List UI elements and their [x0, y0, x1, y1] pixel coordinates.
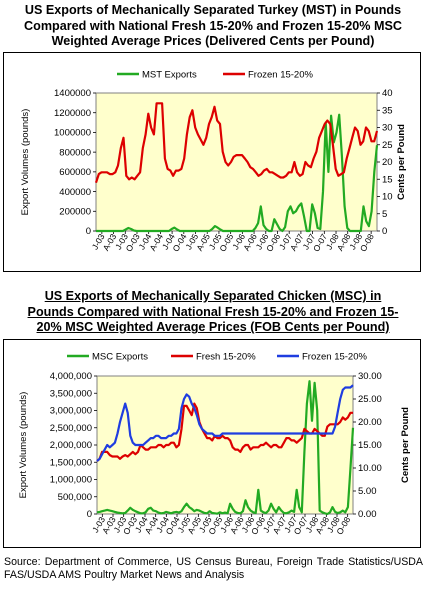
legend-label: MSC Exports	[92, 351, 148, 362]
y2-tick-label: 15.00	[358, 440, 382, 451]
y2-tick-label: 10	[382, 192, 393, 203]
y-tick-label: 1000000	[54, 128, 91, 139]
y2-tick-label: 0.00	[358, 509, 377, 520]
chart1-title-line: Weighted Average Prices (Delivered Cents…	[51, 34, 375, 49]
y-tick-label: 200000	[59, 206, 91, 217]
y-axis-label: Export Volumes (pounds)	[18, 392, 29, 499]
y2-tick-label: 35	[382, 105, 393, 116]
y2-tick-label: 25.00	[358, 394, 382, 405]
y-tick-label: 1200000	[54, 108, 91, 119]
y-tick-label: 800000	[59, 147, 91, 158]
y2-tick-label: 20.00	[358, 417, 382, 428]
series-line	[96, 113, 379, 233]
chart1-title-line: Compared with National Fresh 15-20% and …	[24, 18, 402, 33]
y-tick-label: 3,000,000	[50, 406, 92, 417]
y2-tick-label: 0	[382, 226, 387, 237]
series-line	[96, 380, 355, 516]
legend-label: MST Exports	[142, 69, 197, 80]
y-tick-label: 3,500,000	[50, 388, 92, 399]
series-line	[94, 102, 379, 184]
chart1-svg: 0 200000 400000 600000 800000 1000000 1200000 1…	[20, 69, 407, 253]
chart1-frame: 0 200000 400000 600000 800000 1000000 1200000 1…	[3, 52, 421, 272]
y2-tick-label: 25	[382, 140, 393, 151]
series-line	[96, 384, 354, 462]
chart2-svg: 0 500,000 1,000,000 1,500,000 2,000,000 2,500…	[18, 351, 411, 536]
y-axis-label: Export Volumes (pounds)	[20, 109, 31, 216]
y-tick-label: 1400000	[54, 88, 91, 99]
y-tick-label: 0	[86, 226, 91, 237]
y2-tick-label: 30.00	[358, 371, 382, 382]
legend-label: Frozen 15-20%	[302, 351, 368, 362]
y-tick-label: 600000	[59, 167, 91, 178]
chart2-title-line: Pounds Compared with National Fresh 15-2…	[27, 304, 399, 319]
y-tick-label: 400000	[59, 187, 91, 198]
legend-label: Frozen 15-20%	[248, 69, 314, 80]
y-tick-label: 1,000,000	[50, 475, 92, 486]
chart1-title-line: US Exports of Mechanically Separated Tur…	[24, 3, 402, 17]
y2-tick-label: 10.00	[358, 463, 382, 474]
source-note: Source: Department of Commerce, US Censu…	[4, 556, 423, 582]
y2-tick-label: 15	[382, 174, 393, 185]
chart2-frame: 0 500,000 1,000,000 1,500,000 2,000,000 2,500…	[3, 339, 421, 548]
y2-axis-label: Cents per Pound	[396, 124, 407, 200]
y-tick-label: 1,500,000	[50, 457, 92, 468]
y2-tick-label: 5.00	[358, 486, 377, 497]
y-tick-label: 2,000,000	[50, 440, 92, 451]
y2-tick-label: 5	[382, 209, 387, 220]
y2-tick-label: 20	[382, 157, 393, 168]
y2-tick-label: 40	[382, 88, 393, 99]
y-tick-label: 500,000	[58, 492, 92, 503]
y2-axis-label: Cents per Pound	[400, 407, 411, 483]
chart1-title: US Exports of Mechanically Separated Tur…	[0, 3, 426, 50]
chart2-title-line: US Exports of Mechanically Separated Chi…	[44, 289, 382, 303]
chart2-title: US Exports of Mechanically Separated Chi…	[0, 289, 426, 336]
y-tick-label: 0	[87, 509, 92, 520]
legend-label: Fresh 15-20%	[196, 351, 256, 362]
y2-tick-label: 30	[382, 123, 393, 134]
y-tick-label: 4,000,000	[50, 371, 92, 382]
y-tick-label: 2,500,000	[50, 423, 92, 434]
chart2-title-line: 20% MSC Weighted Average Prices (FOB Cen…	[36, 320, 390, 335]
